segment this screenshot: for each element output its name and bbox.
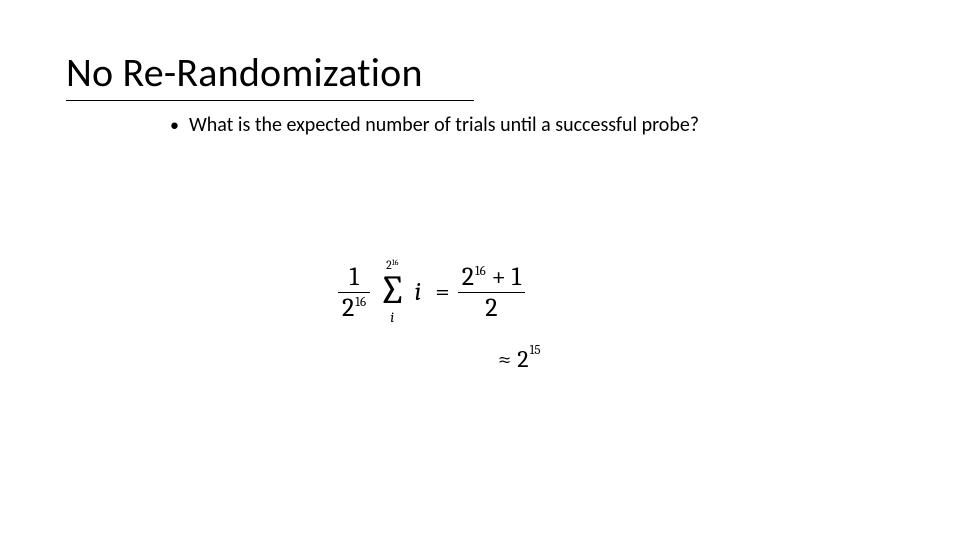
sigma-symbol: ∑ [378,273,406,307]
equation-row-2: ≈ 215 [498,345,658,373]
fraction-result: 216 + 1 2 [458,262,525,323]
summation: 216 ∑ i [378,259,406,325]
fraction-denominator: 216 [338,293,370,323]
approx-base: 2 [517,345,528,373]
equation-row-1: 1 216 216 ∑ i i = 216 + 1 2 [338,253,658,331]
slide: No Re-Randomization • What is the expect… [0,0,960,540]
slide-title: No Re-Randomization [66,48,423,97]
summation-lower-limit: i [390,310,394,325]
fraction-numerator: 1 [345,262,362,292]
fraction-result-denominator: 2 [481,293,501,323]
bullet-item: • What is the expected number of trials … [170,113,699,137]
equals-sign: = [435,277,449,307]
bullet-text: What is the expected number of trials un… [189,113,699,137]
fraction-result-numerator: 216 + 1 [458,262,525,292]
title-underline [66,100,474,101]
summation-upper-limit: 216 [386,259,398,271]
approx-exponent: 15 [530,343,541,358]
fraction-one-over-2to16: 1 216 [338,262,370,323]
bullet-marker: • [170,113,179,137]
summand-i: i [414,277,421,307]
approx-symbol: ≈ [498,345,511,373]
equation-block: 1 216 216 ∑ i i = 216 + 1 2 [338,253,658,373]
